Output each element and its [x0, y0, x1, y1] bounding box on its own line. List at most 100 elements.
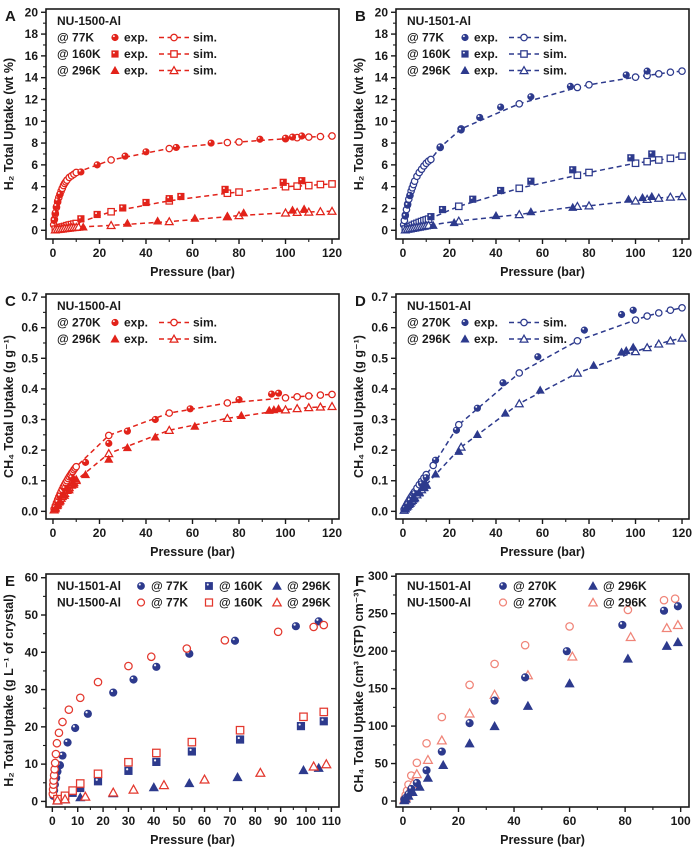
- y-tick-label: 2: [381, 201, 388, 215]
- series-160K-exp: [427, 150, 656, 221]
- y-tick-label: 0.6: [371, 321, 388, 335]
- y-tick-label: 50: [25, 608, 39, 622]
- x-axis-title: Pressure (bar): [150, 545, 235, 559]
- legend-temp-label: @ 296K: [603, 596, 647, 610]
- y-tick-label: 10: [25, 757, 39, 771]
- legend: NU-1501-Al @ 77K exp. sim. @ 160K exp. sim. @ 2…: [407, 14, 567, 78]
- legend-temp-label: @ 270K: [57, 316, 101, 330]
- y-tick-label: 20: [25, 720, 39, 734]
- y-tick-label: 150: [368, 682, 388, 696]
- legend-series-name: NU-1501-Al: [407, 579, 471, 593]
- y-tick-label: 18: [25, 27, 39, 41]
- x-tick-label: 100: [626, 246, 646, 260]
- x-tick-label: 0: [50, 246, 57, 260]
- panel-F: F 0 20 40 60 80 100 0 50 100 150 200 250 300 Pressure …: [350, 565, 700, 853]
- series-160K-sim: [401, 152, 686, 233]
- x-tick-label: 100: [626, 526, 646, 540]
- y-tick-label: 12: [375, 92, 389, 106]
- y-tick-label: 100: [368, 719, 388, 733]
- y-tick-label: 20: [25, 5, 39, 19]
- legend-temp-label: @ 160K: [219, 596, 263, 610]
- x-axis-title: Pressure (bar): [150, 265, 235, 279]
- legend-series-name: NU-1500-Al: [407, 596, 471, 610]
- legend-sim-label: sim.: [543, 31, 567, 45]
- y-tick-label: 8: [31, 136, 38, 150]
- panel-letter: D: [355, 293, 366, 310]
- legend-temp-label: @ 77K: [151, 596, 188, 610]
- plot-frame: [45, 573, 340, 808]
- series-270K-exp: [51, 389, 283, 512]
- series-line-296K-sim: [403, 337, 683, 511]
- panel-C-chart: C 0 20 40 60 80 100 120 0.0 0.1 0.2 0.3 0.4 0.5 0.6 0.7…: [2, 290, 342, 559]
- y-tick-label: 12: [25, 92, 39, 106]
- series-line-77K-sim: [402, 70, 683, 225]
- x-tick-label: 60: [536, 246, 550, 260]
- x-tick-label: 40: [139, 526, 153, 540]
- x-axis-title: Pressure (bar): [150, 833, 235, 847]
- x-tick-label: 120: [322, 246, 342, 260]
- y-tick-label: 10: [375, 114, 389, 128]
- y-tick-label: 0.4: [21, 382, 38, 396]
- x-axis-title: Pressure (bar): [500, 265, 585, 279]
- legend-sim-label: sim.: [193, 64, 217, 78]
- legend-title: NU-1501-Al: [407, 299, 471, 313]
- legend-temp-label: @ 160K: [407, 47, 451, 61]
- legend-title: NU-1500-Al: [57, 299, 121, 313]
- legend-temp-label: @ 296K: [57, 332, 101, 346]
- legend-temp-label: @ 270K: [513, 579, 557, 593]
- panel-B-chart: B 0 20 40 60 80 100 120 0 2 4 6 8 10 12 14 16 18 20 Pressur…: [352, 5, 692, 279]
- panel-F-chart: F 0 20 40 60 80 100 0 50 100 150 200 250 300 Pressure …: [352, 569, 691, 847]
- y-axis-title: CH₄ Total Uptake (g g⁻¹): [352, 335, 366, 478]
- x-tick-label: 30: [122, 814, 136, 828]
- series-296K-sim: [400, 191, 687, 234]
- legend-temp-label: @ 296K: [287, 579, 331, 593]
- x-tick-label: 20: [443, 246, 457, 260]
- x-tick-label: 60: [198, 814, 212, 828]
- panel-D-chart: D 0 20 40 60 80 100 120 0.0 0.1 0.2 0.3 0.4 0.5 0.6 0.7…: [352, 290, 692, 559]
- y-tick-label: 0.3: [21, 413, 38, 427]
- y-tick-label: 4: [381, 180, 388, 194]
- y-tick-label: 300: [368, 569, 388, 583]
- series-296K-sim: [399, 333, 687, 514]
- panel-letter: F: [355, 573, 364, 590]
- y-tick-label: 0: [31, 223, 38, 237]
- panel-letter: B: [355, 8, 366, 25]
- legend-series-name: NU-1501-Al: [57, 579, 121, 593]
- y-tick-label: 0.5: [371, 351, 388, 365]
- legend-exp-label: exp.: [124, 47, 148, 61]
- y-axis-title: CH₄ Total Uptake (g g⁻¹): [2, 335, 16, 478]
- y-tick-label: 0.1: [21, 474, 38, 488]
- x-tick-label: 80: [582, 246, 596, 260]
- y-tick-label: 40: [25, 645, 39, 659]
- panel-E: E 0 10 20 30 40 50 60 70 80 90 100 110 0 10 20 30 40 50 60 P…: [0, 565, 350, 853]
- series-line-77K-sim: [52, 135, 333, 225]
- series-NU-1501-296K: [399, 637, 683, 805]
- y-tick-label: 16: [375, 49, 389, 63]
- legend-temp-label: @ 77K: [407, 31, 444, 45]
- x-tick-label: 80: [249, 814, 263, 828]
- series-296K-exp: [400, 342, 638, 513]
- y-tick-label: 6: [381, 158, 388, 172]
- y-tick-label: 14: [375, 71, 389, 85]
- x-tick-label: 20: [96, 814, 110, 828]
- x-tick-label: 20: [93, 526, 107, 540]
- x-tick-label: 0: [400, 246, 407, 260]
- legend-sim-label: sim.: [193, 332, 217, 346]
- y-tick-label: 0.4: [371, 382, 388, 396]
- x-tick-label: 120: [672, 526, 692, 540]
- y-tick-label: 0.5: [21, 351, 38, 365]
- legend: NU-1501-Al @ 270K exp. sim. @ 296K exp. sim.: [407, 299, 567, 346]
- series-NU-1500-296K: [398, 619, 684, 804]
- y-tick-label: 16: [25, 49, 39, 63]
- legend-exp-label: exp.: [474, 47, 498, 61]
- legend-temp-label: @ 270K: [513, 596, 557, 610]
- legend-temp-label: @ 77K: [57, 31, 94, 45]
- legend-temp-label: @ 270K: [407, 316, 451, 330]
- x-tick-label: 60: [186, 246, 200, 260]
- legend-exp-label: exp.: [124, 316, 148, 330]
- legend-sim-label: sim.: [543, 47, 567, 61]
- x-tick-label: 60: [536, 526, 550, 540]
- legend-temp-label: @ 296K: [407, 332, 451, 346]
- panel-E-chart: E 0 10 20 30 40 50 60 70 80 90 100 110 0 10 20 30 40 50 60 P…: [2, 571, 341, 847]
- series-160K-exp: [77, 177, 306, 223]
